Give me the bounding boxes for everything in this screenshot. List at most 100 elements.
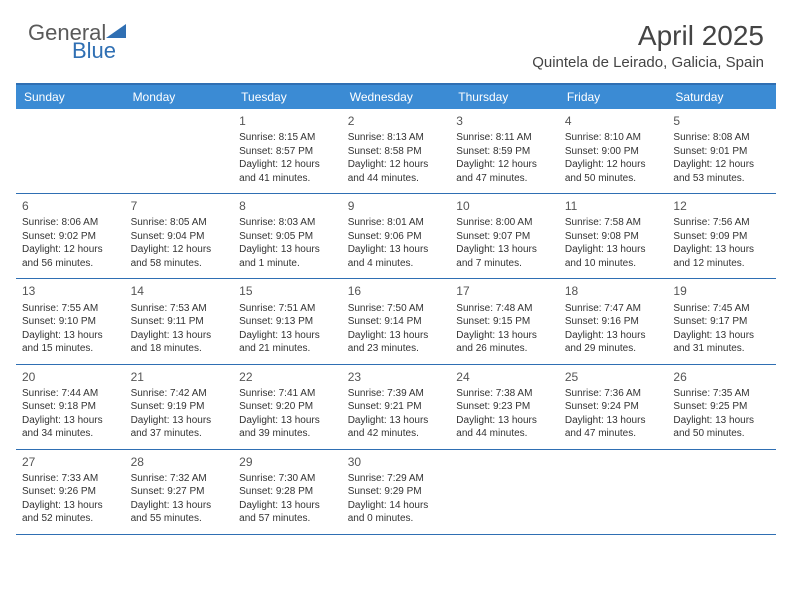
day-number: 30 <box>348 454 445 470</box>
calendar-cell: 27Sunrise: 7:33 AMSunset: 9:26 PMDayligh… <box>16 450 125 534</box>
cell-sunset: Sunset: 9:02 PM <box>22 230 119 244</box>
cell-day2: and 55 minutes. <box>131 512 228 526</box>
cell-day2: and 7 minutes. <box>456 257 553 271</box>
calendar-header-row: Sunday Monday Tuesday Wednesday Thursday… <box>16 85 776 109</box>
calendar-row: 27Sunrise: 7:33 AMSunset: 9:26 PMDayligh… <box>16 450 776 535</box>
day-number: 22 <box>239 369 336 385</box>
cell-day2: and 44 minutes. <box>456 427 553 441</box>
cell-sunset: Sunset: 9:10 PM <box>22 315 119 329</box>
cell-sunrise: Sunrise: 7:42 AM <box>131 387 228 401</box>
day-header: Tuesday <box>233 85 342 109</box>
calendar-cell: 25Sunrise: 7:36 AMSunset: 9:24 PMDayligh… <box>559 365 668 449</box>
cell-day1: Daylight: 12 hours <box>565 158 662 172</box>
cell-sunset: Sunset: 9:14 PM <box>348 315 445 329</box>
cell-sunrise: Sunrise: 7:55 AM <box>22 302 119 316</box>
cell-day1: Daylight: 12 hours <box>239 158 336 172</box>
cell-day1: Daylight: 13 hours <box>131 414 228 428</box>
calendar-cell: 9Sunrise: 8:01 AMSunset: 9:06 PMDaylight… <box>342 194 451 278</box>
day-header: Sunday <box>16 85 125 109</box>
calendar-cell-empty <box>559 450 668 534</box>
cell-day1: Daylight: 13 hours <box>565 414 662 428</box>
day-number: 14 <box>131 283 228 299</box>
day-number: 19 <box>673 283 770 299</box>
cell-day1: Daylight: 13 hours <box>456 329 553 343</box>
day-number: 24 <box>456 369 553 385</box>
cell-day2: and 50 minutes. <box>673 427 770 441</box>
day-number: 10 <box>456 198 553 214</box>
cell-sunset: Sunset: 9:05 PM <box>239 230 336 244</box>
cell-day1: Daylight: 13 hours <box>565 329 662 343</box>
cell-day1: Daylight: 13 hours <box>348 414 445 428</box>
day-number: 26 <box>673 369 770 385</box>
cell-sunrise: Sunrise: 8:10 AM <box>565 131 662 145</box>
cell-day1: Daylight: 13 hours <box>239 414 336 428</box>
day-number: 17 <box>456 283 553 299</box>
month-title: April 2025 <box>532 20 764 52</box>
calendar-cell: 20Sunrise: 7:44 AMSunset: 9:18 PMDayligh… <box>16 365 125 449</box>
day-number: 20 <box>22 369 119 385</box>
calendar-cell: 15Sunrise: 7:51 AMSunset: 9:13 PMDayligh… <box>233 279 342 363</box>
calendar-cell-empty <box>450 450 559 534</box>
cell-day1: Daylight: 13 hours <box>673 243 770 257</box>
day-header: Wednesday <box>342 85 451 109</box>
cell-sunrise: Sunrise: 7:45 AM <box>673 302 770 316</box>
cell-sunrise: Sunrise: 7:51 AM <box>239 302 336 316</box>
cell-day1: Daylight: 12 hours <box>456 158 553 172</box>
cell-day2: and 21 minutes. <box>239 342 336 356</box>
cell-day2: and 56 minutes. <box>22 257 119 271</box>
cell-day1: Daylight: 13 hours <box>239 499 336 513</box>
calendar-cell: 3Sunrise: 8:11 AMSunset: 8:59 PMDaylight… <box>450 109 559 193</box>
cell-sunrise: Sunrise: 7:47 AM <box>565 302 662 316</box>
cell-sunrise: Sunrise: 8:11 AM <box>456 131 553 145</box>
cell-day2: and 18 minutes. <box>131 342 228 356</box>
cell-sunset: Sunset: 8:58 PM <box>348 145 445 159</box>
day-number: 23 <box>348 369 445 385</box>
cell-day2: and 39 minutes. <box>239 427 336 441</box>
cell-day2: and 53 minutes. <box>673 172 770 186</box>
cell-day2: and 31 minutes. <box>673 342 770 356</box>
cell-day1: Daylight: 13 hours <box>131 499 228 513</box>
calendar-cell: 12Sunrise: 7:56 AMSunset: 9:09 PMDayligh… <box>667 194 776 278</box>
cell-sunset: Sunset: 9:00 PM <box>565 145 662 159</box>
cell-day2: and 41 minutes. <box>239 172 336 186</box>
calendar-cell: 21Sunrise: 7:42 AMSunset: 9:19 PMDayligh… <box>125 365 234 449</box>
cell-day1: Daylight: 13 hours <box>22 414 119 428</box>
cell-day1: Daylight: 13 hours <box>22 499 119 513</box>
calendar-cell: 10Sunrise: 8:00 AMSunset: 9:07 PMDayligh… <box>450 194 559 278</box>
cell-sunset: Sunset: 9:15 PM <box>456 315 553 329</box>
cell-sunrise: Sunrise: 7:48 AM <box>456 302 553 316</box>
cell-sunset: Sunset: 9:16 PM <box>565 315 662 329</box>
cell-day1: Daylight: 13 hours <box>239 329 336 343</box>
cell-sunrise: Sunrise: 7:32 AM <box>131 472 228 486</box>
calendar-body: 1Sunrise: 8:15 AMSunset: 8:57 PMDaylight… <box>16 109 776 535</box>
cell-day2: and 37 minutes. <box>131 427 228 441</box>
day-number: 18 <box>565 283 662 299</box>
cell-day1: Daylight: 13 hours <box>565 243 662 257</box>
cell-day1: Daylight: 12 hours <box>673 158 770 172</box>
cell-sunrise: Sunrise: 7:35 AM <box>673 387 770 401</box>
day-number: 16 <box>348 283 445 299</box>
day-header: Thursday <box>450 85 559 109</box>
cell-sunset: Sunset: 9:19 PM <box>131 400 228 414</box>
day-number: 6 <box>22 198 119 214</box>
cell-sunset: Sunset: 9:28 PM <box>239 485 336 499</box>
cell-day2: and 44 minutes. <box>348 172 445 186</box>
cell-sunrise: Sunrise: 7:58 AM <box>565 216 662 230</box>
logo-triangle-icon <box>106 24 126 38</box>
cell-sunrise: Sunrise: 8:01 AM <box>348 216 445 230</box>
cell-day1: Daylight: 13 hours <box>673 329 770 343</box>
day-number: 7 <box>131 198 228 214</box>
logo: General Blue <box>28 20 158 68</box>
day-number: 1 <box>239 113 336 129</box>
day-number: 25 <box>565 369 662 385</box>
day-number: 13 <box>22 283 119 299</box>
calendar-cell: 8Sunrise: 8:03 AMSunset: 9:05 PMDaylight… <box>233 194 342 278</box>
cell-day1: Daylight: 13 hours <box>131 329 228 343</box>
cell-day1: Daylight: 13 hours <box>456 414 553 428</box>
calendar-cell: 14Sunrise: 7:53 AMSunset: 9:11 PMDayligh… <box>125 279 234 363</box>
day-number: 28 <box>131 454 228 470</box>
cell-sunset: Sunset: 9:24 PM <box>565 400 662 414</box>
day-number: 15 <box>239 283 336 299</box>
cell-sunrise: Sunrise: 7:30 AM <box>239 472 336 486</box>
calendar-cell: 29Sunrise: 7:30 AMSunset: 9:28 PMDayligh… <box>233 450 342 534</box>
